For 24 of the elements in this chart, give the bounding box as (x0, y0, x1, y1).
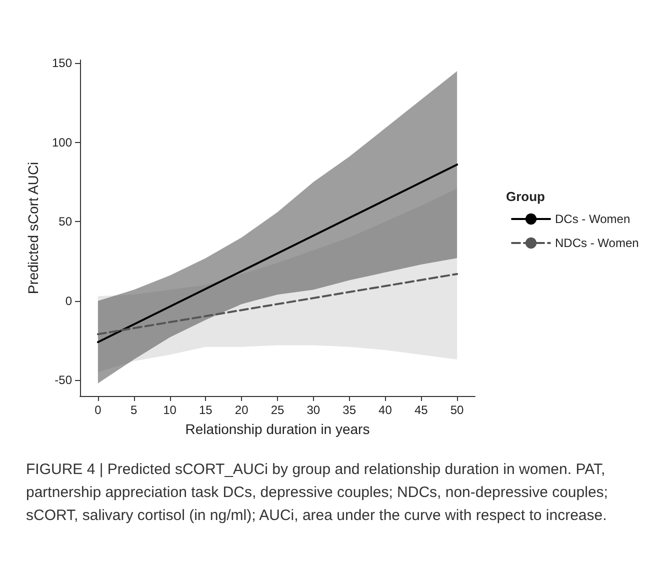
y-tick-label: 150 (52, 56, 72, 70)
x-tick-label: 45 (414, 403, 428, 417)
line-series (96, 164, 458, 344)
caption: FIGURE 4 | Predicted sCORT_AUCi by group and relationship duration in women. PAT, partnership appreciation task DCs, depressive couples; NDCs, non-depressive couples; sCORT, salivary cortisol (in ng/ml); AUCi, area under the curve with respect to increase. (26, 461, 612, 524)
x-tick-label: 5 (130, 403, 138, 417)
x-tick-label: 20 (234, 403, 249, 417)
y-tick-label: 0 (65, 294, 72, 308)
x-tick-label: 35 (342, 403, 356, 417)
x-tick-label: 40 (378, 403, 392, 417)
y-tick-label: -50 (54, 373, 72, 388)
x-tick-label: 30 (306, 403, 320, 417)
legend-label: DCs - Women (555, 212, 630, 226)
line-series (96, 272, 458, 336)
x-tick-label: 15 (199, 403, 213, 417)
y-axis-title: Predicted sCort AUCi (25, 162, 41, 294)
y-tick-label: 50 (58, 214, 72, 229)
y-tick-label: 100 (52, 135, 72, 150)
x-tick-label: 0 (94, 403, 102, 417)
x-tick-label: 10 (163, 403, 177, 417)
x-tick-label: 50 (450, 403, 464, 417)
x-tick-label: 25 (270, 403, 284, 417)
legend-label: NDCs - Women (555, 236, 639, 250)
x-axis-title: Relationship duration in years (185, 421, 370, 437)
legend-title: Group (506, 189, 546, 204)
